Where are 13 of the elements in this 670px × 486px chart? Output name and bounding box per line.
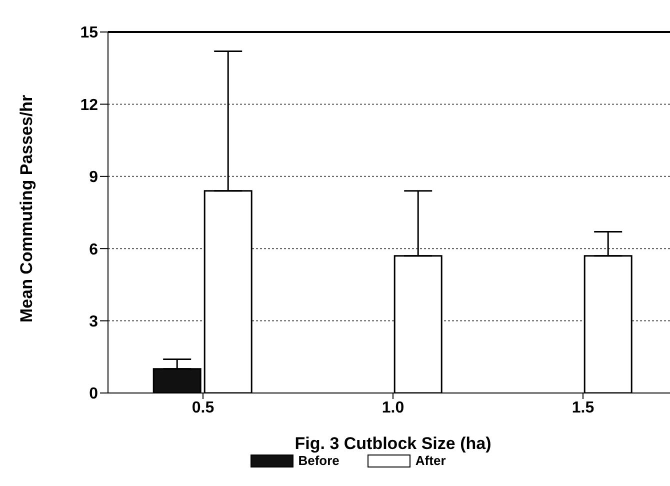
legend-label: After	[414, 453, 446, 468]
x-tick-label: 0.5	[192, 399, 214, 416]
y-tick-label: 15	[80, 24, 98, 42]
x-tick-label: 1.0	[382, 399, 404, 416]
legend-label: Before	[297, 453, 340, 468]
y-tick-label: 3	[89, 313, 98, 330]
x-tick-label: 1.5	[572, 399, 594, 416]
y-tick-label: 6	[89, 241, 98, 258]
y-tick-label: 12	[80, 96, 98, 114]
y-tick-label: 0	[89, 386, 98, 403]
y-axis-title: Mean Commuting Passes/hr	[17, 94, 36, 322]
x-axis-title: Fig. 3 Cutblock Size (ha)	[294, 434, 492, 453]
y-tick-label: 9	[89, 169, 98, 186]
